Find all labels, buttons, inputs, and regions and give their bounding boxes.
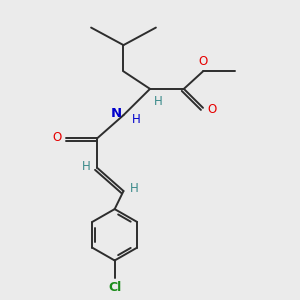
Text: O: O bbox=[207, 103, 217, 116]
Text: H: H bbox=[82, 160, 91, 173]
Text: O: O bbox=[198, 55, 208, 68]
Text: N: N bbox=[111, 107, 122, 120]
Text: H: H bbox=[154, 95, 162, 108]
Text: H: H bbox=[130, 182, 139, 195]
Text: Cl: Cl bbox=[108, 281, 121, 295]
Text: O: O bbox=[52, 130, 62, 143]
Text: H: H bbox=[132, 113, 140, 126]
